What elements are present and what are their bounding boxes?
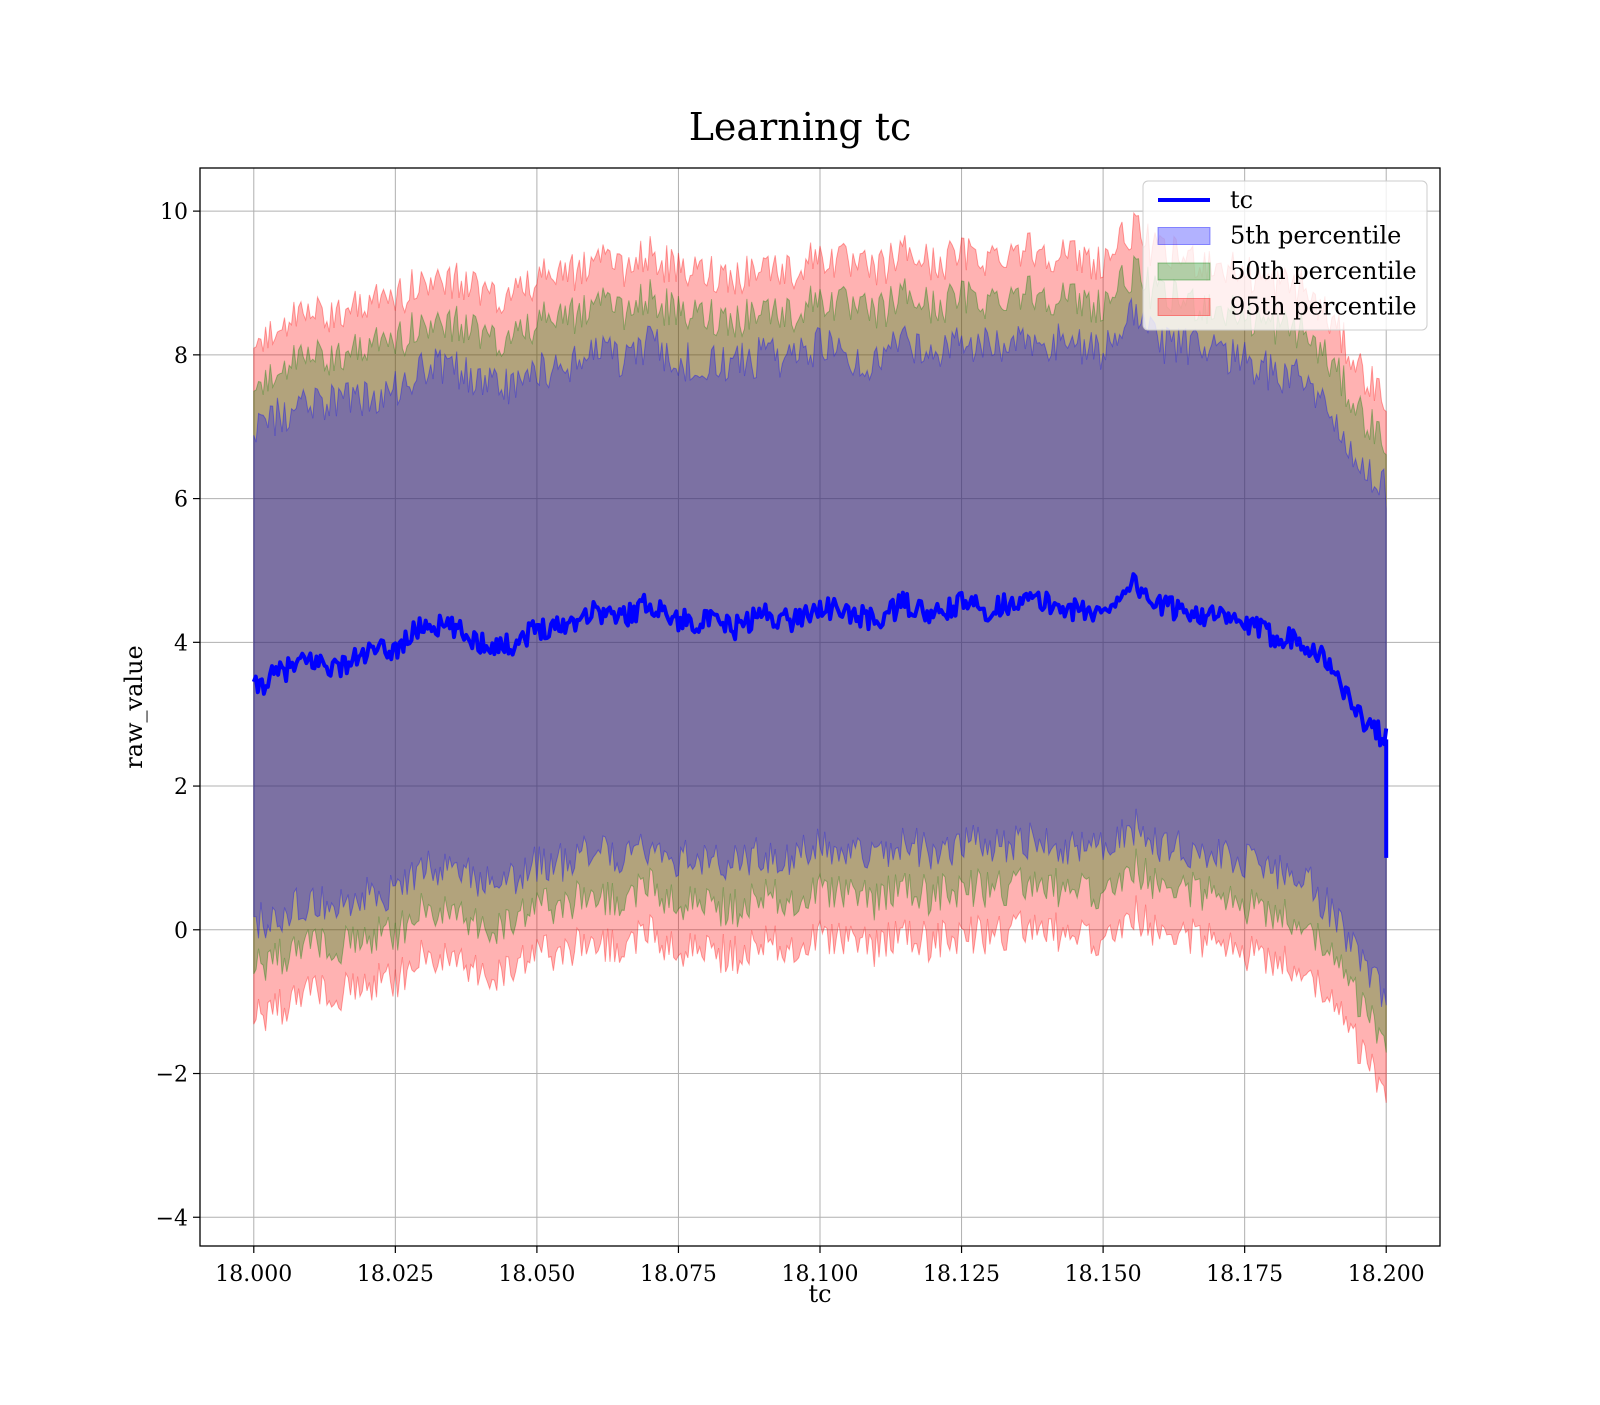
x-tick-label: 18.075	[640, 1262, 717, 1287]
x-tick-label: 18.100	[782, 1262, 859, 1287]
line-layer	[251, 572, 1389, 858]
x-tick-label: 18.050	[498, 1262, 575, 1287]
x-axis-label: tc	[808, 1280, 831, 1308]
legend-label: 95th percentile	[1230, 293, 1417, 321]
band-50th-percentile	[253, 254, 1387, 1053]
band-5th-percentile	[253, 296, 1387, 1007]
x-tick-label: 18.200	[1348, 1262, 1425, 1287]
y-tick-label: 8	[174, 344, 188, 369]
legend-patch-swatch	[1157, 227, 1211, 245]
x-tick-label: 18.000	[215, 1262, 292, 1287]
x-tick-label: 18.175	[1206, 1262, 1283, 1287]
legend: tc 5th percentile 50th percentile 95th perc…	[1142, 180, 1428, 331]
band-layer	[253, 211, 1387, 1103]
y-tick-label: 2	[174, 775, 188, 800]
legend-items: tc 5th percentile 50th percentile 95th perc…	[1157, 186, 1417, 321]
y-tick-label: 10	[160, 200, 188, 225]
legend-patch-swatch	[1157, 298, 1211, 316]
x-tick-label: 18.025	[357, 1262, 434, 1287]
legend-label: tc	[1230, 186, 1253, 214]
band-95th-percentile	[253, 211, 1387, 1103]
x-axis: 18.000 18.025 18.050 18.075 18.100 18.125 18.1…	[215, 1246, 1425, 1287]
legend-label: 50th percentile	[1230, 257, 1417, 285]
legend-patch-swatch	[1157, 262, 1211, 281]
plot-area	[199, 167, 1441, 1247]
chart-title: Learning tc	[689, 105, 912, 149]
y-tick-label: 6	[174, 488, 188, 513]
x-tick-label: 18.150	[1065, 1262, 1142, 1287]
y-axis: −4 −2 0 2 4 6 8 10	[156, 200, 200, 1231]
y-tick-label: −4	[156, 1206, 188, 1231]
y-tick-label: −2	[156, 1063, 188, 1088]
series-line-tc	[251, 572, 1389, 748]
legend-label: 5th percentile	[1230, 222, 1401, 250]
x-tick-label: 18.125	[923, 1262, 1000, 1287]
legend-frame	[1142, 180, 1428, 331]
y-tick-label: 0	[174, 919, 188, 944]
y-axis-label: raw_value	[120, 645, 148, 769]
y-tick-label: 4	[174, 631, 188, 656]
